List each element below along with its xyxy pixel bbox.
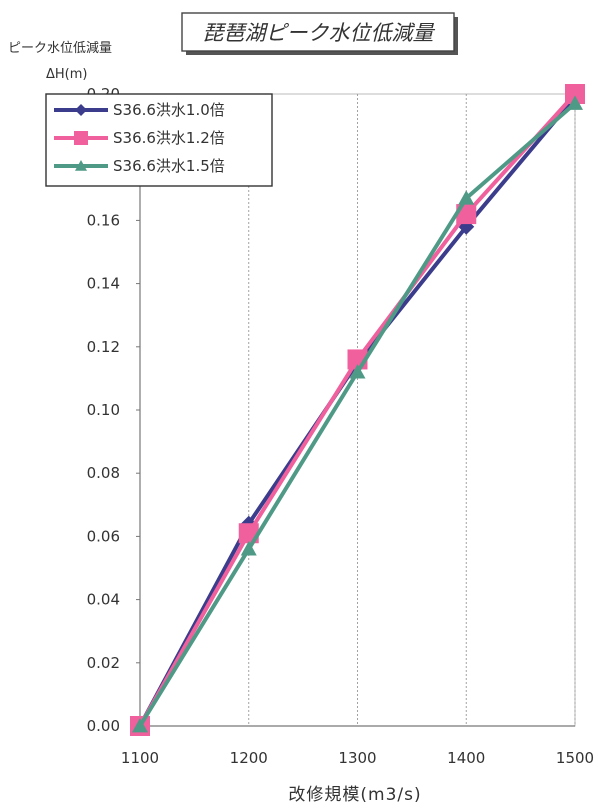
series (130, 84, 585, 736)
data-point-triangle (240, 541, 257, 556)
legend-item: S36.6洪水1.5倍 (54, 157, 225, 175)
chart-title: 琵琶湖ピーク水位低減量 (203, 21, 436, 45)
y-tick-label: 0.04 (87, 591, 120, 609)
chart-title-group: 琵琶湖ピーク水位低減量 (181, 12, 458, 55)
data-point-square (74, 131, 88, 145)
y-tick-label: 0.12 (87, 338, 120, 356)
data-point-square (565, 84, 585, 104)
x-tick-label: 1100 (121, 749, 159, 767)
data-point-diamond (75, 104, 87, 116)
data-point-triangle (75, 160, 87, 171)
y-tick-label: 0.02 (87, 654, 120, 672)
data-point-triangle (458, 190, 475, 205)
x-tick-label: 1500 (556, 749, 594, 767)
legend-label: S36.6洪水1.0倍 (113, 101, 225, 119)
data-point-triangle (349, 364, 366, 379)
x-axis-label: 改修規模(m3/s) (288, 785, 421, 805)
y-tick-label: 0.00 (87, 717, 120, 735)
y-tick-label: 0.16 (87, 211, 120, 229)
x-tick-label: 1400 (447, 749, 485, 767)
y-tick-label: 0.14 (87, 275, 120, 293)
x-tick-labels: 1100 1200 1300 1400 1500 (121, 749, 594, 767)
y-tick-label: 0.06 (87, 527, 120, 545)
legend-item: S36.6洪水1.0倍 (54, 101, 225, 119)
x-tick-label: 1200 (230, 749, 268, 767)
y-tick-label: 0.08 (87, 464, 120, 482)
x-tick-label: 1300 (338, 749, 376, 767)
y-axis-label: ピーク水位低減量 (8, 40, 112, 56)
legend-label: S36.6洪水1.2倍 (113, 129, 225, 147)
y-axis-unit-label: ΔH(m) (46, 67, 87, 82)
legend-label: S36.6洪水1.5倍 (113, 157, 225, 175)
data-point-triangle (567, 95, 583, 110)
legend-item: S36.6洪水1.2倍 (54, 129, 225, 147)
y-tick-label: 0.10 (87, 401, 120, 419)
data-point-triangle (132, 718, 148, 733)
series-3 (132, 95, 583, 733)
legend: S36.6洪水1.0倍 S36.6洪水1.2倍 S36.6洪水1.5倍 (45, 93, 273, 187)
